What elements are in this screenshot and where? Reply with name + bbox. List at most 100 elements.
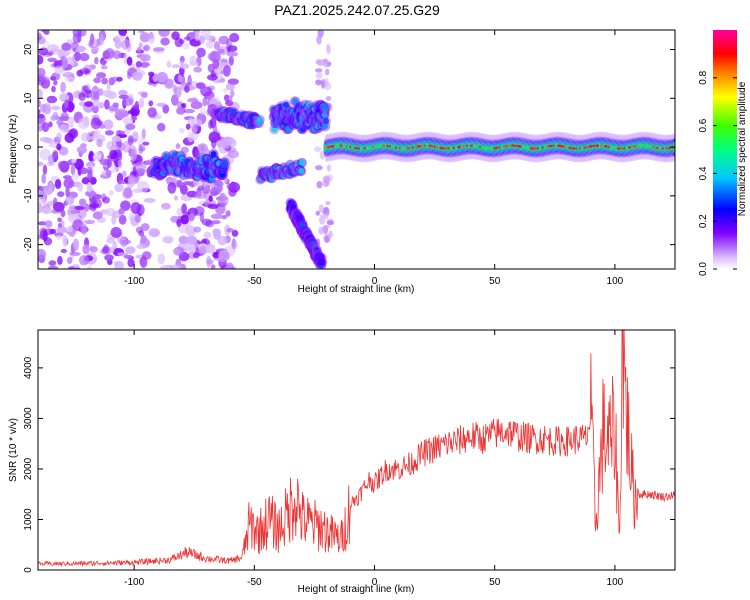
spectrogram-cell xyxy=(111,162,116,174)
spectrogram-cell xyxy=(314,68,323,73)
spectrogram-cell xyxy=(74,158,84,171)
spectrogram-cell xyxy=(148,71,155,77)
spectrogram-cell xyxy=(80,132,91,142)
spectrogram-cell xyxy=(314,146,322,152)
spectrogram-y-label: Frequency (Hz) xyxy=(8,115,19,184)
spectrogram-cell xyxy=(197,143,208,154)
spectrogram-cell xyxy=(202,96,208,107)
spectrogram-cell xyxy=(203,90,215,100)
spectrogram-cell xyxy=(78,254,90,266)
spectrogram-cell xyxy=(51,85,56,93)
spectrogram-cell xyxy=(183,36,191,41)
spectrogram-cell xyxy=(231,238,236,250)
spectrogram-cell xyxy=(57,191,65,198)
spectrogram-cell xyxy=(173,246,185,256)
spectrogram-cell xyxy=(225,100,234,107)
spectrogram-cell xyxy=(183,108,195,114)
spectrogram-cell xyxy=(205,243,216,254)
spectrogram-cell xyxy=(166,60,172,69)
spectrogram-cell xyxy=(76,69,84,77)
spectrogram-cell xyxy=(98,124,106,129)
y-tick-label: 10 xyxy=(23,92,34,104)
spectrogram-cell xyxy=(105,169,112,177)
spectrogram-cell xyxy=(179,184,188,195)
spectrogram-cell xyxy=(51,72,61,81)
y-tick-label: 0 xyxy=(23,144,34,150)
spectrogram-cell xyxy=(210,150,217,157)
spectrogram-cell xyxy=(77,30,87,37)
spectrogram-cell xyxy=(84,219,95,225)
spectrogram-cell xyxy=(82,85,89,92)
spectrogram-cell xyxy=(227,150,240,159)
spectrogram-cell xyxy=(57,217,62,223)
spectrogram-cell xyxy=(200,30,212,36)
spectrogram-cell xyxy=(114,38,122,49)
spectrogram-cell xyxy=(212,124,218,133)
spectrogram-cell xyxy=(41,173,47,184)
spectrogram-cell xyxy=(194,31,200,42)
spectrogram-cell xyxy=(199,107,207,116)
spectrogram-cell xyxy=(86,265,93,269)
spectrogram-cell xyxy=(127,174,134,179)
colorbar: 0.0 0.2 0.4 0.6 0.8 Normalized spectral ampl… xyxy=(698,30,748,276)
spectrogram-cell xyxy=(110,226,122,238)
spectrogram-cell xyxy=(47,154,55,165)
spectrogram-cell xyxy=(38,55,44,65)
spectrogram-cell xyxy=(76,146,88,154)
spectrogram-cell xyxy=(221,215,228,220)
spectrogram-cell xyxy=(41,122,50,133)
spectrogram-cell xyxy=(122,97,133,107)
spectrogram-cell xyxy=(48,260,57,266)
spectrogram-cell xyxy=(46,51,54,56)
spectrogram-cell xyxy=(89,135,100,140)
spectrogram-cell xyxy=(298,168,305,175)
spectrogram-cell xyxy=(195,82,206,90)
spectrogram-cell xyxy=(54,179,62,190)
spectrogram-cell xyxy=(314,165,323,171)
spectrogram-cell xyxy=(92,154,102,161)
spectrogram-cell xyxy=(167,182,177,194)
colorbar-gradient xyxy=(713,30,737,269)
spectrogram-cell xyxy=(66,256,73,264)
spectrogram-cell xyxy=(55,69,63,75)
spectrogram-cell xyxy=(77,117,90,130)
spectrogram-cell xyxy=(115,108,128,119)
spectrogram-cell xyxy=(140,62,149,69)
spectrogram-cell xyxy=(315,210,321,216)
spectrogram-cell xyxy=(55,235,62,241)
spectrogram-cell xyxy=(187,74,192,87)
y-tick-label: 3000 xyxy=(23,407,34,430)
snr-y-label: SNR (10 * v/v) xyxy=(8,418,19,482)
spectrogram-cell xyxy=(200,87,209,93)
spectrogram-cell xyxy=(125,246,136,255)
spectrogram-cell xyxy=(143,198,156,203)
spectrogram-cell xyxy=(203,231,212,239)
spectrogram-cell xyxy=(137,181,149,193)
spectrogram-cell xyxy=(136,204,145,216)
spectrogram-cell xyxy=(84,203,90,212)
spectrogram-cell xyxy=(88,93,93,98)
spectrogram-cell xyxy=(72,263,80,269)
spectrogram-cell xyxy=(38,248,47,260)
spectrogram-cell xyxy=(152,47,165,52)
y-tick-label: 4000 xyxy=(23,356,34,379)
spectrogram-cell xyxy=(72,33,80,44)
spectrogram-cell xyxy=(47,57,58,63)
spectrogram-cell xyxy=(138,143,144,155)
spectrogram-cell xyxy=(213,41,221,51)
spectrogram-cell xyxy=(38,161,44,167)
spectrogram-cell xyxy=(193,226,202,233)
spectrogram-cell xyxy=(224,140,229,150)
spectrogram-cell xyxy=(109,146,120,151)
spectrogram-cell xyxy=(102,196,111,204)
spectrogram-cell xyxy=(177,74,183,83)
spectrogram-cell xyxy=(134,161,147,171)
spectrogram-cell xyxy=(221,160,228,167)
spectrogram-cell xyxy=(136,46,142,53)
spectrogram-cell xyxy=(156,72,168,83)
spectrogram-cell xyxy=(226,45,238,52)
spectrogram-cell xyxy=(60,81,66,93)
y-tick-label: -20 xyxy=(23,237,34,252)
spectrogram-cell xyxy=(138,230,145,237)
